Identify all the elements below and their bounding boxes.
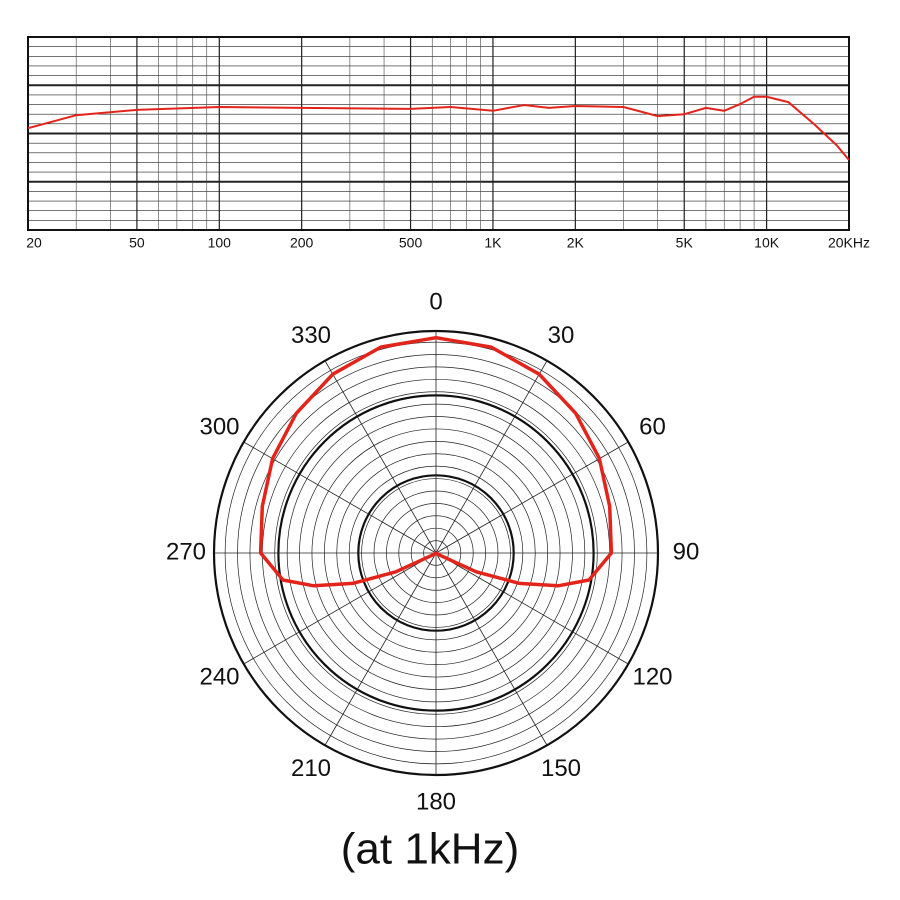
spoke bbox=[435, 552, 629, 665]
angle-label: 330 bbox=[291, 322, 331, 349]
spoke bbox=[243, 552, 437, 665]
angle-label: 210 bbox=[291, 755, 331, 782]
x-tick-label: 200 bbox=[290, 235, 314, 251]
angle-label: 270 bbox=[166, 538, 206, 565]
angle-label: 30 bbox=[548, 322, 575, 349]
spoke bbox=[435, 360, 548, 554]
x-tick-label: 500 bbox=[399, 235, 423, 251]
spoke bbox=[324, 552, 437, 746]
angle-label: 180 bbox=[416, 788, 456, 815]
x-tick-label: 50 bbox=[129, 235, 145, 251]
x-tick-label: 1K bbox=[484, 235, 502, 251]
angle-label: 120 bbox=[632, 663, 672, 690]
angle-label: 0 bbox=[429, 288, 442, 315]
angle-label: 150 bbox=[541, 755, 581, 782]
x-tick-label: 20KHz bbox=[828, 235, 870, 251]
x-tick-label: 100 bbox=[208, 235, 232, 251]
response-line bbox=[27, 95, 850, 161]
x-tick-label: 10K bbox=[754, 235, 780, 251]
annotation: (at 1kHz) bbox=[341, 825, 519, 874]
angle-label: 90 bbox=[673, 538, 700, 565]
angle-label: 60 bbox=[639, 413, 666, 440]
x-tick-label: 2K bbox=[567, 235, 585, 251]
spoke bbox=[435, 552, 548, 746]
x-tick-label: 20 bbox=[26, 235, 42, 251]
angle-label: 300 bbox=[199, 413, 239, 440]
polar-pattern bbox=[258, 335, 614, 588]
spoke bbox=[324, 360, 437, 554]
spoke bbox=[243, 441, 437, 554]
angle-label: 240 bbox=[199, 663, 239, 690]
spoke bbox=[435, 441, 629, 554]
plot-frame bbox=[27, 36, 850, 231]
x-tick-label: 5K bbox=[676, 235, 694, 251]
